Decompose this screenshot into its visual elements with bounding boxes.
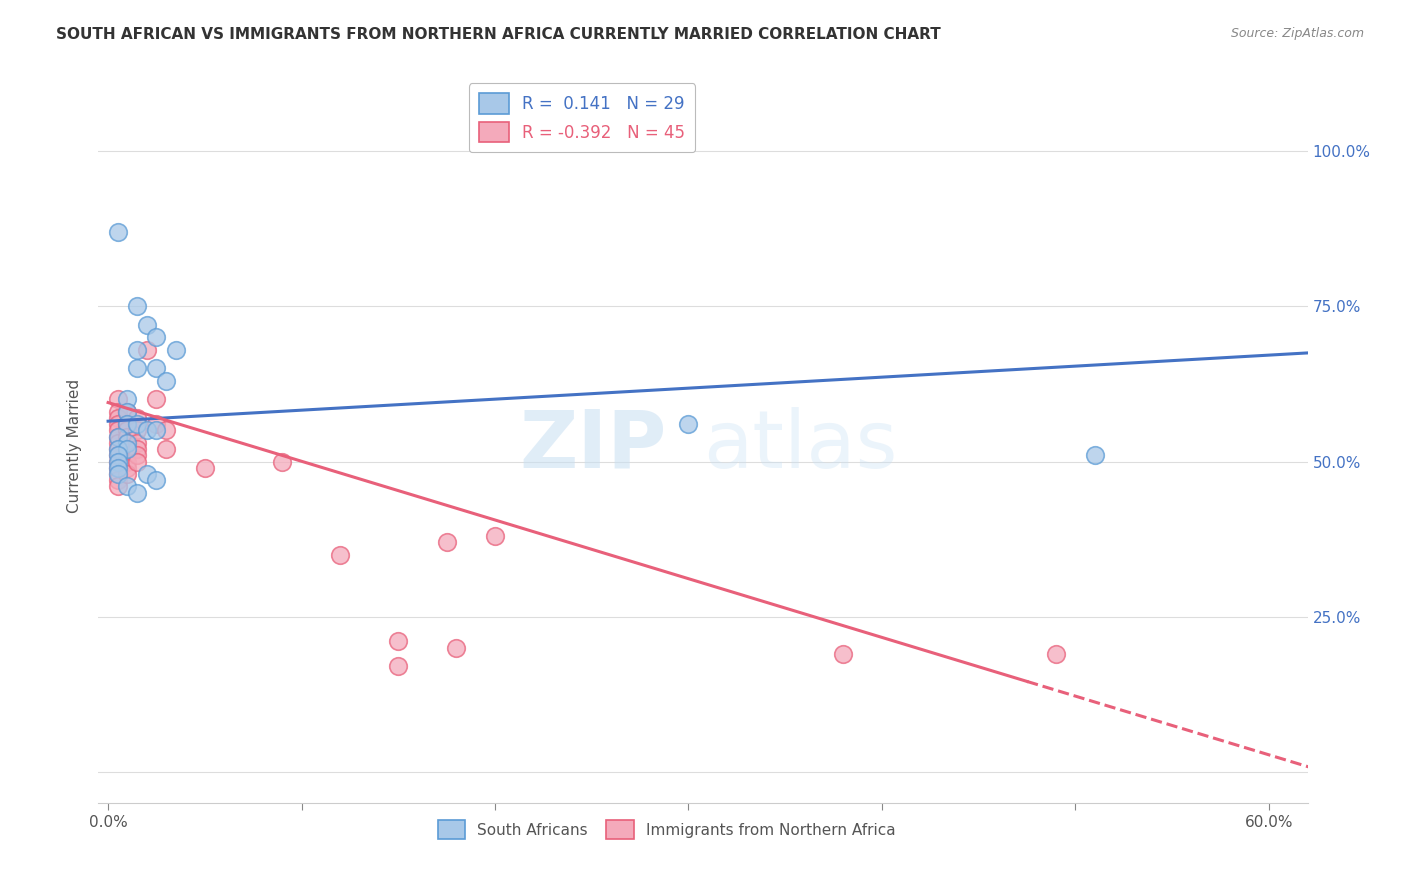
Legend: South Africans, Immigrants from Northern Africa: South Africans, Immigrants from Northern… [432,814,901,845]
Point [107,454,129,468]
Point [107,467,129,481]
Point [127,436,149,450]
Point [117,460,139,475]
Point [107,405,129,419]
Point [127,454,149,468]
Point [117,442,139,456]
Point [117,467,139,481]
Point [107,479,129,493]
Point [107,417,129,432]
Point [107,225,129,239]
Point [117,424,139,438]
Point [117,454,139,468]
Point [107,448,129,462]
Point [117,405,139,419]
Point [107,460,129,475]
Point [107,473,129,487]
Point [446,640,468,655]
Point [127,361,149,376]
Point [107,392,129,407]
Point [107,442,129,456]
Point [387,634,409,648]
Point [678,417,700,432]
Y-axis label: Currently Married: Currently Married [67,379,83,513]
Point [127,343,149,357]
Point [135,424,157,438]
Point [329,548,352,562]
Point [107,448,129,462]
Point [436,535,458,549]
Point [135,467,157,481]
Point [127,424,149,438]
Point [145,361,167,376]
Point [155,374,177,388]
Point [117,430,139,444]
Point [127,442,149,456]
Point [127,411,149,425]
Point [1084,448,1107,462]
Point [155,424,177,438]
Point [117,479,139,493]
Text: SOUTH AFRICAN VS IMMIGRANTS FROM NORTHERN AFRICA CURRENTLY MARRIED CORRELATION C: SOUTH AFRICAN VS IMMIGRANTS FROM NORTHER… [56,27,941,42]
Point [107,460,129,475]
Point [155,442,177,456]
Point [117,448,139,462]
Point [127,417,149,432]
Point [135,343,157,357]
Point [387,659,409,673]
Point [127,448,149,462]
Point [484,529,506,543]
Point [194,460,217,475]
Point [117,405,139,419]
Point [107,430,129,444]
Point [165,343,187,357]
Point [107,436,129,450]
Point [127,485,149,500]
Point [107,467,129,481]
Point [117,442,139,456]
Point [107,424,129,438]
Point [107,454,129,468]
Point [832,647,855,661]
Text: ZIP: ZIP [519,407,666,485]
Point [1045,647,1067,661]
Point [145,417,167,432]
Text: atlas: atlas [703,407,897,485]
Point [117,392,139,407]
Point [145,392,167,407]
Text: Source: ZipAtlas.com: Source: ZipAtlas.com [1230,27,1364,40]
Point [117,417,139,432]
Point [107,442,129,456]
Point [145,424,167,438]
Point [145,473,167,487]
Point [107,411,129,425]
Point [117,436,139,450]
Point [135,318,157,332]
Point [117,436,139,450]
Point [107,430,129,444]
Point [271,454,294,468]
Point [117,417,139,432]
Point [145,330,167,344]
Point [127,299,149,313]
